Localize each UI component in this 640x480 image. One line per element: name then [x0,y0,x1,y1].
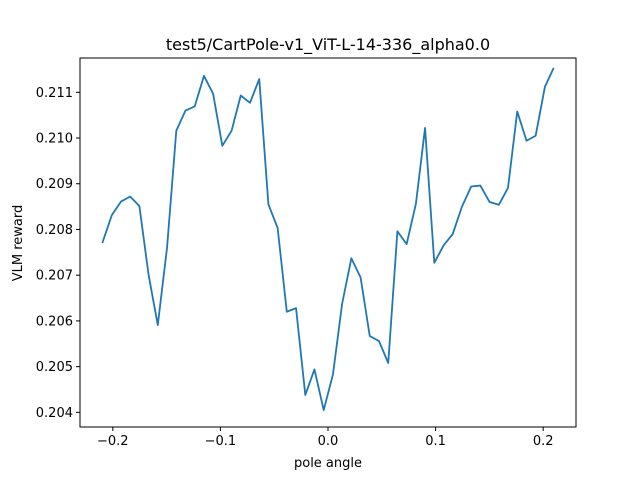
x-tick-label: 0.1 [425,434,446,449]
y-tick-label: 0.210 [36,132,73,147]
y-tick-label: 0.209 [36,177,73,192]
x-axis: −0.2 −0.1 0.0 0.1 0.2 [97,427,554,449]
x-tick-label: −0.1 [205,434,237,449]
y-tick-label: 0.207 [36,269,73,284]
series-line [101,67,555,411]
x-tick-label: 0.0 [318,434,339,449]
y-axis-label: VLM reward [11,205,26,282]
x-tick-label: 0.2 [533,434,554,449]
y-tick-label: 0.205 [36,360,73,375]
y-tick-label: 0.206 [36,314,73,329]
y-tick-label: 0.211 [36,86,73,101]
x-axis-label: pole angle [294,456,362,471]
y-axis: 0.204 0.205 0.206 0.207 0.208 0.209 0.210 0.211 [36,86,80,421]
y-tick-label: 0.208 [36,223,73,238]
x-tick-label: −0.2 [97,434,129,449]
chart-title: test5/CartPole-v1_ViT-L-14-336_alpha0.0 [166,35,490,55]
y-tick-label: 0.204 [36,406,73,421]
